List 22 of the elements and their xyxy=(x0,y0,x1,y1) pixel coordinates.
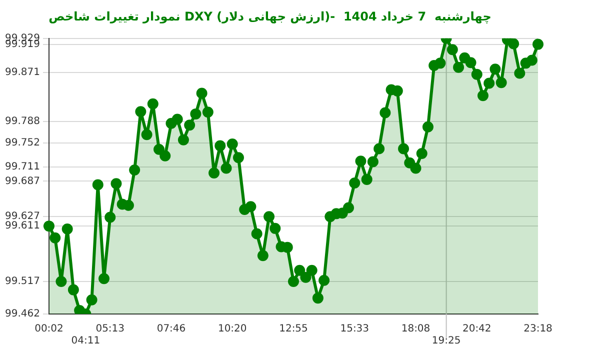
y-tick-label: 99.462 xyxy=(4,308,40,320)
y-tick-label: 99.687 xyxy=(4,176,40,187)
x-tick-label: 18:08 xyxy=(401,324,430,335)
x-tick-label: 04:11 xyxy=(71,336,100,347)
x-tick-label: 20:42 xyxy=(462,324,492,335)
x-tick-label: 05:13 xyxy=(96,324,125,335)
y-tick-label: 99.919 xyxy=(4,38,40,50)
chart-title: نمودار تغییرات شاخص DXY (ارزش جهانی دلار)- چهارشنبه 7 خرداد 1404 xyxy=(48,9,492,24)
y-tick-label: 99.752 xyxy=(4,137,40,148)
y-tick-label: 99.611 xyxy=(4,220,40,232)
x-tick-label: 23:18 xyxy=(524,324,552,335)
x-tick-label: 15:33 xyxy=(340,324,370,335)
x-tick-label: 07:46 xyxy=(156,324,186,335)
y-tick-label: 99.517 xyxy=(4,276,40,288)
x-tick-label: 19:25 xyxy=(432,336,461,347)
x-tick-label: 12:55 xyxy=(279,324,308,335)
x-tick-label: 00:02 xyxy=(34,324,64,335)
x-tick-label: 10:20 xyxy=(218,324,247,335)
y-tick-label: 99.788 xyxy=(4,116,40,128)
y-tick-label: 99.711 xyxy=(4,162,40,173)
y-tick-label: 99.871 xyxy=(4,67,40,78)
y-tick-label: 99.627 xyxy=(4,211,40,222)
